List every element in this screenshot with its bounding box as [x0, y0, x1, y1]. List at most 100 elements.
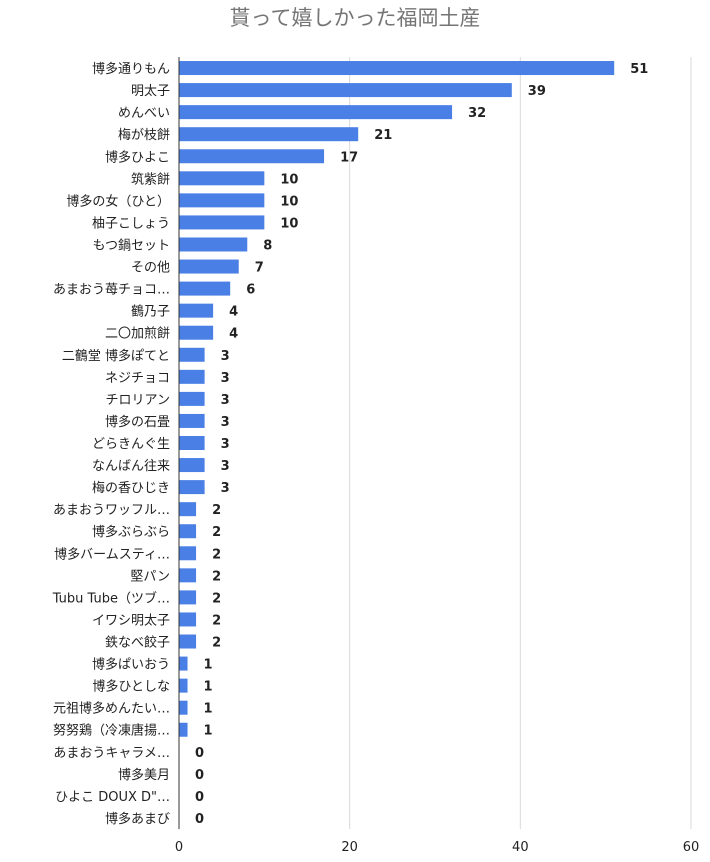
value-label: 17: [340, 150, 358, 165]
value-label: 10: [280, 172, 298, 187]
category-label: 鉄なべ餃子: [105, 635, 170, 651]
category-label: 鶴乃子: [131, 304, 170, 320]
bar: [179, 656, 188, 671]
category-label: イワシ明太子: [92, 613, 170, 628]
value-label: 4: [229, 305, 238, 320]
category-label: あまおうワッフル…: [53, 503, 170, 518]
category-label: 努努鶏（冷凍唐揚…: [53, 723, 170, 739]
bar: [179, 590, 197, 605]
category-label: もつ鍋セット: [93, 237, 170, 253]
value-label: 32: [468, 106, 486, 121]
bar: [179, 502, 197, 517]
bar: [179, 413, 205, 428]
bar: [179, 325, 214, 340]
category-label: Tubu Tube（ツブ…: [52, 590, 170, 606]
value-label: 6: [246, 283, 255, 298]
x-tick-label: 40: [512, 840, 529, 855]
value-label: 7: [255, 261, 264, 276]
value-label: 0: [195, 746, 204, 761]
bar: [179, 369, 205, 384]
category-label: チロリアン: [106, 393, 170, 408]
category-label: 博多あまび: [105, 811, 170, 827]
value-label: 2: [212, 503, 221, 518]
category-label: あまおう苺チョコ…: [53, 283, 170, 298]
bar: [179, 83, 512, 98]
value-label: 0: [195, 812, 204, 827]
bar: [179, 458, 205, 473]
category-label: あまおうキャラメ…: [53, 746, 170, 761]
value-labels: 5139322117101010876443333333222222211110…: [195, 62, 648, 827]
category-label: 博多ひよこ: [105, 149, 170, 165]
value-label: 3: [221, 415, 230, 430]
category-label: 二鶴堂 博多ぽてと: [62, 348, 170, 364]
value-label: 3: [221, 437, 230, 452]
value-label: 39: [528, 84, 546, 99]
value-label: 10: [280, 194, 298, 209]
bar: [179, 281, 231, 296]
bars: [179, 61, 615, 737]
value-label: 3: [221, 349, 230, 364]
bar: [179, 391, 205, 406]
bar: [179, 524, 197, 539]
bar: [179, 612, 197, 627]
value-label: 3: [221, 459, 230, 474]
value-label: 2: [212, 547, 221, 562]
value-label: 1: [204, 658, 213, 673]
value-label: 2: [212, 613, 221, 628]
bar: [179, 171, 265, 186]
value-label: 1: [204, 680, 213, 695]
bar: [179, 237, 248, 252]
category-label: 柚子こしょう: [92, 216, 170, 231]
category-label: ネジチョコ: [105, 371, 170, 386]
category-label: どらきんぐ生: [92, 437, 170, 452]
value-label: 21: [374, 128, 392, 143]
value-label: 10: [280, 216, 298, 231]
bar: [179, 347, 205, 362]
value-label: 3: [221, 393, 230, 408]
value-label: 51: [630, 62, 648, 77]
bar: [179, 436, 205, 450]
bar: [179, 105, 453, 120]
value-label: 1: [204, 702, 213, 717]
gridlines: [349, 57, 692, 829]
category-label: ひよこ DOUX D"…: [55, 790, 170, 805]
x-tick-label: 0: [175, 840, 183, 855]
bar: [179, 634, 197, 649]
category-label: 博多通りもん: [92, 61, 170, 77]
bar: [179, 700, 188, 715]
value-label: 2: [212, 591, 221, 606]
category-label: 博多ぶらぶら: [92, 524, 170, 540]
value-label: 2: [212, 636, 221, 651]
category-label: 博多バームスティ…: [54, 546, 170, 562]
x-tick-label: 60: [683, 840, 700, 855]
value-label: 3: [221, 481, 230, 496]
value-label: 0: [195, 768, 204, 783]
bar: [179, 149, 325, 164]
category-label: 明太子: [131, 84, 170, 99]
category-label: 博多ぱいおう: [92, 657, 170, 673]
category-label: 博多美月: [118, 767, 170, 783]
category-label: 筑紫餅: [131, 171, 170, 187]
category-label: 梅が枝餅: [118, 128, 170, 143]
category-label: 二〇加煎餅: [105, 326, 170, 342]
bar: [179, 480, 205, 495]
value-label: 2: [212, 569, 221, 584]
bar: [179, 568, 197, 583]
value-label: 1: [204, 724, 213, 739]
category-label: その他: [131, 261, 170, 276]
chart-title: 貰って嬉しかった福岡土産: [229, 6, 481, 30]
bar: [179, 678, 188, 693]
value-label: 4: [229, 327, 238, 342]
bar: [179, 303, 214, 318]
value-label: 3: [221, 371, 230, 386]
value-label: 8: [263, 238, 272, 253]
category-label: 堅パン: [130, 569, 170, 584]
value-label: 0: [195, 790, 204, 805]
category-label: 博多ひとしな: [92, 679, 170, 695]
bar: [179, 546, 197, 561]
category-label: 梅の香ひじき: [92, 481, 170, 496]
x-tick-label: 20: [341, 840, 358, 855]
bar: [179, 61, 615, 76]
